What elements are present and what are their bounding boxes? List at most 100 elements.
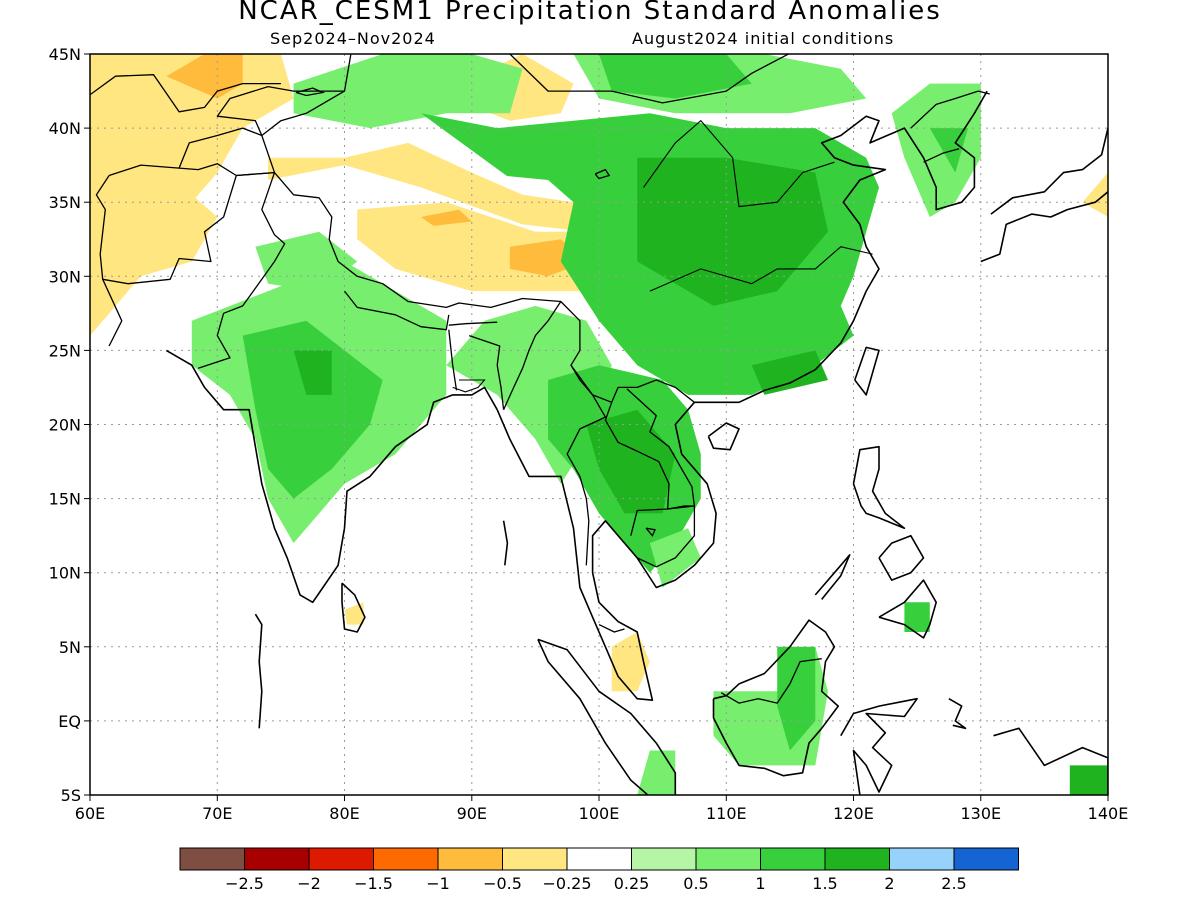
border-bangladesh-east <box>468 334 505 410</box>
river-yellow-river <box>643 119 835 208</box>
anomaly-south-china-wet <box>751 350 828 395</box>
legend-tick-label: 1.5 <box>812 874 837 893</box>
anomaly-sumatra-wet <box>637 750 676 795</box>
border-iran-afghan <box>95 175 110 280</box>
legend-tick-label: −2.5 <box>225 874 264 893</box>
lat-label-EQ: EQ <box>58 712 81 731</box>
lat-label-20N: 20N <box>49 416 81 435</box>
anomaly-tianshan-wet <box>293 54 523 129</box>
border-uzbek-kaz <box>90 74 281 113</box>
anomaly-borneo-wet-core <box>777 646 816 751</box>
lon-label-130E: 130E <box>960 804 1001 823</box>
border-korea <box>910 90 990 129</box>
lat-label-10N: 10N <box>49 564 81 583</box>
coastline-halmahera <box>948 698 967 730</box>
legend-swatch-5 <box>502 847 568 871</box>
lon-label-60E: 60E <box>75 804 105 823</box>
border-central-asia <box>108 163 275 177</box>
anomaly-xinjiang-dry <box>268 142 587 232</box>
legend-tick-label: 2 <box>884 874 894 893</box>
anomaly-tibet-dry-core-2 <box>420 209 472 226</box>
legend-swatch-2 <box>308 847 374 871</box>
legend-tick-label: −0.5 <box>483 874 522 893</box>
lat-label-35N: 35N <box>49 193 81 212</box>
border-afghan-pak <box>102 171 275 347</box>
coastline-sumatra <box>537 638 677 795</box>
anomaly-kazakh-dry <box>166 54 243 99</box>
coastline-se-asia <box>496 90 988 702</box>
border-bangladesh <box>448 329 458 391</box>
border-myanmar-thai <box>566 364 607 566</box>
border-laos <box>604 388 696 510</box>
longitude-labels: 60E 70E 80E 90E 100E 110E 120E 130E 140E <box>75 804 1129 823</box>
forecast-period-label: Sep2024–Nov2024 <box>270 29 436 48</box>
anomaly-indochina-wet-core <box>586 409 676 514</box>
coastline-borneo <box>712 619 840 777</box>
color-legend <box>179 847 1019 871</box>
legend-swatch-7 <box>631 847 697 871</box>
legend-swatch-9 <box>760 847 826 871</box>
lake-qinghai-lake <box>594 168 611 180</box>
lake-tonle-sap <box>645 527 656 537</box>
border-borneo-border <box>720 658 822 704</box>
latitude-labels: 45N 40N 35N 30N 25N 20N 15N 10N 5N EQ 5S <box>49 45 81 805</box>
legend-swatch-12 <box>953 847 1019 871</box>
lat-label-5N: 5N <box>59 638 81 657</box>
border-tajik-kyrgyz <box>178 85 345 169</box>
legend-tick-label: −0.25 <box>542 874 591 893</box>
coastline-mindanao <box>878 579 938 639</box>
anomaly-shading <box>90 54 1108 795</box>
legend-swatch-3 <box>373 847 439 871</box>
anomaly-iran-dry <box>90 157 218 336</box>
lon-label-80E: 80E <box>329 804 359 823</box>
legend-swatch-6 <box>566 847 632 871</box>
coastline-maldives <box>254 613 263 729</box>
river-ganges-delta <box>452 379 486 393</box>
anomaly-japan-dry <box>1082 172 1108 217</box>
legend-swatch-1 <box>244 847 310 871</box>
coastline-sri-lanka <box>341 582 366 633</box>
border-bhutan-bd <box>448 321 498 326</box>
lon-label-110E: 110E <box>706 804 747 823</box>
coastline-sulawesi <box>840 697 918 795</box>
legend-swatch-10 <box>824 847 890 871</box>
lat-label-40N: 40N <box>49 119 81 138</box>
lake-issyk-kul <box>295 87 326 97</box>
legend-tick-label: −2 <box>297 874 321 893</box>
coastline-japan <box>980 189 1108 263</box>
legend-tick-label: −1 <box>426 874 450 893</box>
legend-tick-label: 1 <box>755 874 765 893</box>
anomaly-india-wet-core <box>242 320 383 499</box>
lon-label-140E: 140E <box>1088 804 1129 823</box>
lon-label-70E: 70E <box>202 804 232 823</box>
legend-tick-label: 0.5 <box>683 874 708 893</box>
legend-tick-label: 0.25 <box>614 874 650 893</box>
lat-label-30N: 30N <box>49 267 81 286</box>
coastline-japan-west <box>990 127 1108 215</box>
coastline-andaman <box>502 520 509 566</box>
plot-frame <box>89 53 1109 796</box>
lon-label-120E: 120E <box>833 804 874 823</box>
coastlines <box>90 54 1108 795</box>
coastline-palawan <box>814 554 851 600</box>
anomaly-philippines-wet <box>904 602 930 632</box>
anomaly-china-dry-patch <box>471 172 574 203</box>
lon-label-100E: 100E <box>579 804 620 823</box>
anomaly-korea-wet <box>891 83 981 217</box>
anomaly-mongolia-wet-core <box>599 54 752 99</box>
border-ne-india-myanmar <box>503 301 562 410</box>
border-thai-malay <box>598 624 625 633</box>
coastline-new-guinea <box>993 727 1108 795</box>
legend-swatch-0 <box>179 847 245 871</box>
border-korea-dmz <box>923 148 960 163</box>
coastline-visayas <box>878 534 925 581</box>
initial-conditions-label: August2024 initial conditions <box>632 29 895 48</box>
coastline-luzon <box>852 445 906 530</box>
lat-label-5S: 5S <box>61 786 81 805</box>
anomaly-china-wet-core-2 <box>688 202 765 262</box>
legend-swatch-4 <box>437 847 503 871</box>
coastline-india <box>165 349 498 604</box>
border-nepal <box>343 290 450 331</box>
legend-tick-labels: −2.5 −2 −1.5 −1 −0.5 −0.25 0.25 0.5 1 1.5 2 2.5 <box>225 874 967 893</box>
